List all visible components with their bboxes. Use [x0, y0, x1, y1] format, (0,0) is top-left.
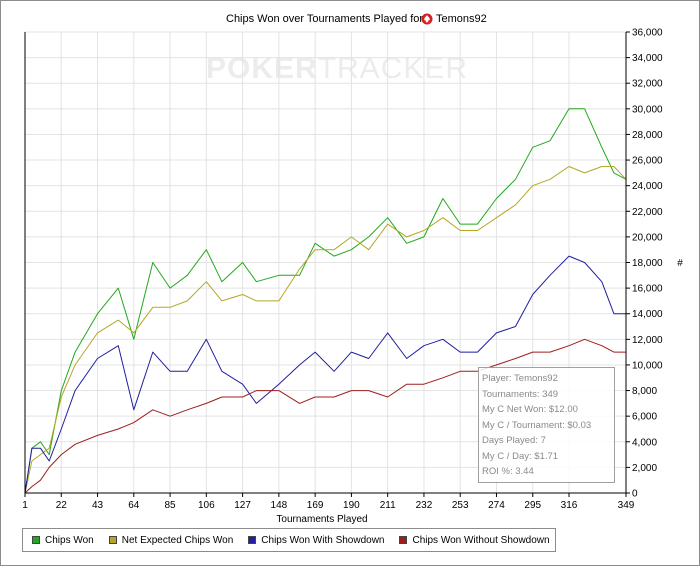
stats-line: ROI %: 3.44 [482, 466, 534, 477]
stats-line: My C / Tournament: $0.03 [482, 419, 592, 431]
y-tick-label: 0 [632, 489, 638, 500]
x-tick-label: 295 [524, 500, 541, 511]
legend-item[interactable]: Chips Won Without Showdown [399, 534, 550, 546]
legend-swatch [32, 536, 40, 544]
x-tick-label: 85 [165, 500, 177, 511]
chart-legend: Chips Won Net Expected Chips Won Chips Won… [22, 528, 556, 552]
legend-label: Chips Won [45, 534, 94, 546]
legend-label: Chips Won With Showdown [261, 534, 385, 546]
legend-swatch [399, 536, 408, 544]
y-tick-label: 20,000 [632, 232, 663, 243]
x-tick-label: 316 [561, 500, 578, 511]
y-tick-label: 36,000 [632, 28, 663, 39]
x-tick-label: 253 [452, 500, 469, 511]
stats-line: My C Net Won: $12.00 [482, 404, 578, 415]
series-line-net-expected-chips-won [24, 166, 627, 494]
spade-icon [421, 13, 433, 25]
series-line-chips-won [24, 108, 627, 494]
x-tick-label: 127 [234, 500, 251, 511]
legend-swatch [108, 536, 117, 544]
y-tick-label: 16,000 [632, 284, 663, 295]
x-tick-label: 274 [488, 500, 505, 511]
x-tick-label: 148 [271, 500, 288, 511]
x-tick-label: 349 [618, 500, 635, 511]
y-tick-label: 8,000 [632, 386, 657, 397]
y-tick-label: 32,000 [632, 79, 663, 90]
x-tick-label: 1 [22, 500, 28, 511]
x-tick-label: 169 [307, 500, 324, 511]
x-tick-label: 43 [92, 500, 104, 511]
y-tick-label: 10,000 [632, 360, 663, 371]
x-tick-label: 106 [198, 500, 215, 511]
y-tick-label: 4,000 [632, 437, 657, 448]
y-axis-label: # [677, 258, 683, 269]
legend-label: Chips Won Without Showdown [412, 534, 550, 546]
legend-item[interactable]: Chips Won [32, 535, 94, 546]
player-stats-box: Player: Temons92 Tournaments: 349 My C Net… [478, 367, 615, 483]
y-tick-label: 2,000 [632, 463, 657, 474]
y-tick-label: 30,000 [632, 104, 663, 115]
x-tick-label: 211 [380, 500, 396, 511]
x-tick-label: 22 [56, 500, 68, 511]
y-tick-label: 28,000 [632, 130, 663, 141]
legend-item[interactable]: Net Expected Chips Won [108, 534, 234, 546]
y-tick-label: 34,000 [632, 53, 663, 64]
y-tick-label: 26,000 [632, 156, 663, 167]
x-tick-label: 190 [343, 500, 360, 511]
series-line-chips-won-with-showdown [24, 255, 626, 494]
legend-item[interactable]: Chips Won With Showdown [248, 535, 384, 546]
x-tick-label: 232 [416, 500, 433, 511]
stats-line: Tournaments: 349 [482, 388, 559, 400]
legend-label: Net Expected Chips Won [121, 534, 234, 546]
stats-line: Player: Temons92 [482, 373, 558, 384]
series-line-chips-won-without-showdown [24, 338, 626, 494]
chart-title: Chips Won over Tournaments Played for [226, 13, 423, 25]
stats-line: Days Played: 7 [482, 435, 546, 446]
legend-swatch [248, 536, 257, 544]
y-tick-label: 14,000 [632, 309, 663, 320]
y-tick-label: 12,000 [632, 335, 663, 346]
y-tick-label: 22,000 [632, 207, 663, 218]
x-axis-label: Tournaments Played [276, 514, 367, 525]
x-tick-label: 64 [128, 500, 140, 511]
y-tick-label: 6,000 [632, 412, 657, 423]
stats-line: My C / Day: $1.71 [482, 450, 559, 462]
y-tick-label: 24,000 [632, 181, 663, 192]
y-tick-label: 18,000 [632, 258, 663, 269]
chart-player-name: Temons92 [436, 13, 487, 25]
